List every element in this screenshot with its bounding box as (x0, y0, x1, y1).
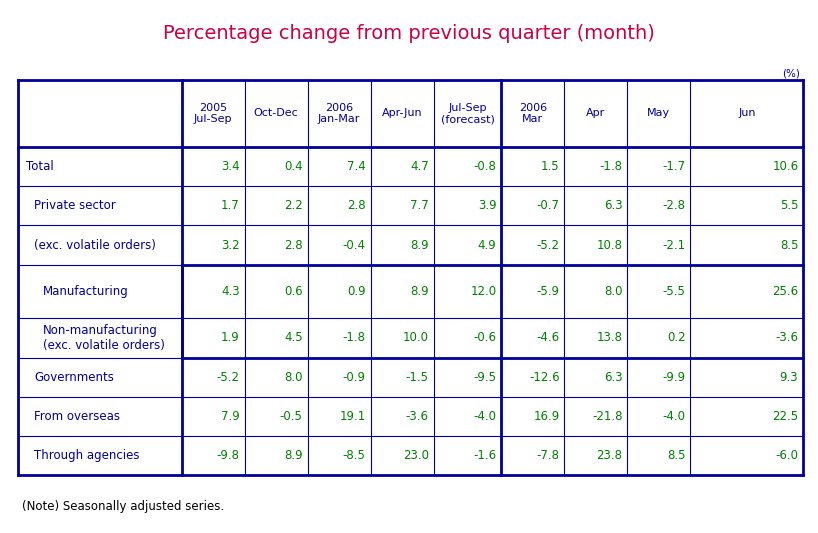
Text: 8.0: 8.0 (604, 285, 622, 298)
Text: Non-manufacturing
(exc. volatile orders): Non-manufacturing (exc. volatile orders) (43, 324, 164, 352)
Text: -4.0: -4.0 (474, 410, 497, 423)
Text: 7.7: 7.7 (410, 199, 429, 212)
Text: -8.5: -8.5 (343, 449, 366, 462)
Text: Through agencies: Through agencies (34, 449, 140, 462)
Text: 3.2: 3.2 (221, 239, 240, 252)
Text: 9.3: 9.3 (780, 371, 798, 384)
Text: 1.7: 1.7 (221, 199, 240, 212)
Text: 2006
Jan-Mar: 2006 Jan-Mar (318, 103, 360, 124)
Text: 4.5: 4.5 (284, 332, 303, 344)
Text: -2.8: -2.8 (663, 199, 685, 212)
Text: 0.4: 0.4 (284, 160, 303, 173)
Text: 13.8: 13.8 (596, 332, 622, 344)
Text: 8.9: 8.9 (284, 449, 303, 462)
Text: 12.0: 12.0 (470, 285, 497, 298)
Text: 0.2: 0.2 (667, 332, 685, 344)
Text: 2006
Mar: 2006 Mar (519, 103, 547, 124)
Text: 2005
Jul-Sep: 2005 Jul-Sep (194, 103, 232, 124)
Text: -9.8: -9.8 (217, 449, 240, 462)
Text: -9.9: -9.9 (663, 371, 685, 384)
Text: -0.4: -0.4 (343, 239, 366, 252)
Text: -21.8: -21.8 (592, 410, 622, 423)
Text: May: May (647, 108, 671, 118)
Text: 23.8: 23.8 (596, 449, 622, 462)
Text: 4.7: 4.7 (410, 160, 429, 173)
Text: -5.5: -5.5 (663, 285, 685, 298)
Text: (%): (%) (782, 68, 800, 78)
Text: 25.6: 25.6 (772, 285, 798, 298)
Text: From overseas: From overseas (34, 410, 120, 423)
Text: -0.7: -0.7 (537, 199, 560, 212)
Text: 10.6: 10.6 (772, 160, 798, 173)
Text: 2.8: 2.8 (284, 239, 303, 252)
Text: Apr-Jun: Apr-Jun (382, 108, 422, 118)
Text: -5.9: -5.9 (537, 285, 560, 298)
Text: Apr: Apr (587, 108, 605, 118)
Text: Oct-Dec: Oct-Dec (254, 108, 299, 118)
Text: -1.6: -1.6 (474, 449, 497, 462)
Text: 0.6: 0.6 (284, 285, 303, 298)
Text: 2.8: 2.8 (347, 199, 366, 212)
Text: 1.5: 1.5 (541, 160, 560, 173)
Text: 3.9: 3.9 (478, 199, 497, 212)
Text: -3.6: -3.6 (406, 410, 429, 423)
Text: 3.4: 3.4 (221, 160, 240, 173)
Text: 2.2: 2.2 (284, 199, 303, 212)
Text: 7.4: 7.4 (347, 160, 366, 173)
Text: -6.0: -6.0 (775, 449, 798, 462)
Text: -3.6: -3.6 (775, 332, 798, 344)
Text: (exc. volatile orders): (exc. volatile orders) (34, 239, 156, 252)
Text: -12.6: -12.6 (529, 371, 560, 384)
Text: 8.0: 8.0 (284, 371, 303, 384)
Text: Manufacturing: Manufacturing (43, 285, 128, 298)
Text: 19.1: 19.1 (339, 410, 366, 423)
Text: -0.5: -0.5 (280, 410, 303, 423)
Text: 6.3: 6.3 (604, 371, 622, 384)
Text: -7.8: -7.8 (537, 449, 560, 462)
Text: -4.0: -4.0 (663, 410, 685, 423)
Text: 4.9: 4.9 (478, 239, 497, 252)
Text: 0.9: 0.9 (347, 285, 366, 298)
Text: 16.9: 16.9 (533, 410, 560, 423)
Text: -0.6: -0.6 (474, 332, 497, 344)
Text: Percentage change from previous quarter (month): Percentage change from previous quarter … (163, 24, 655, 43)
Text: -9.5: -9.5 (474, 371, 497, 384)
Text: 10.8: 10.8 (596, 239, 622, 252)
Text: Jun: Jun (738, 108, 756, 118)
Text: (Note) Seasonally adjusted series.: (Note) Seasonally adjusted series. (22, 500, 224, 513)
Text: 8.5: 8.5 (667, 449, 685, 462)
Text: 23.0: 23.0 (402, 449, 429, 462)
Text: 8.9: 8.9 (410, 239, 429, 252)
Text: 4.3: 4.3 (221, 285, 240, 298)
Text: -1.7: -1.7 (663, 160, 685, 173)
Text: -0.9: -0.9 (343, 371, 366, 384)
Text: Private sector: Private sector (34, 199, 116, 212)
Text: Total: Total (26, 160, 54, 173)
Text: -4.6: -4.6 (537, 332, 560, 344)
Text: -1.8: -1.8 (600, 160, 622, 173)
Text: -5.2: -5.2 (537, 239, 560, 252)
Text: 8.5: 8.5 (780, 239, 798, 252)
Text: -5.2: -5.2 (217, 371, 240, 384)
Text: Jul-Sep
(forecast): Jul-Sep (forecast) (441, 103, 494, 124)
Text: 10.0: 10.0 (402, 332, 429, 344)
Text: 22.5: 22.5 (772, 410, 798, 423)
Text: -1.5: -1.5 (406, 371, 429, 384)
Text: -1.8: -1.8 (343, 332, 366, 344)
Text: -0.8: -0.8 (474, 160, 497, 173)
Text: 1.9: 1.9 (221, 332, 240, 344)
Text: 8.9: 8.9 (410, 285, 429, 298)
Text: 6.3: 6.3 (604, 199, 622, 212)
Text: -2.1: -2.1 (663, 239, 685, 252)
Text: Governments: Governments (34, 371, 115, 384)
Text: 7.9: 7.9 (221, 410, 240, 423)
Text: 5.5: 5.5 (780, 199, 798, 212)
